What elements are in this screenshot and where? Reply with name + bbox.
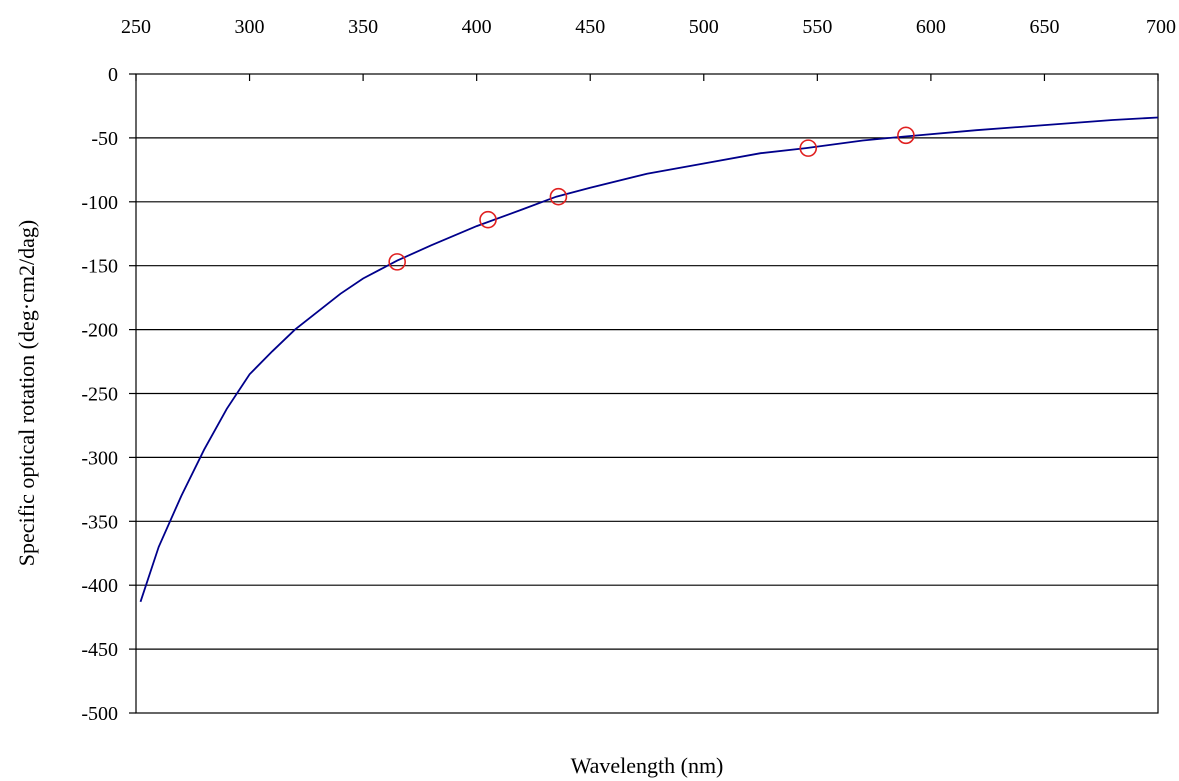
y-tick-label: -500 <box>81 703 118 725</box>
y-tick-label: -450 <box>81 639 118 661</box>
x-tick-label: 550 <box>802 16 832 38</box>
y-tick-label: -100 <box>81 192 118 214</box>
x-tick-label: 650 <box>1029 16 1059 38</box>
measured-point <box>897 126 915 145</box>
x-tick-label: 500 <box>689 16 719 38</box>
x-axis: 250 300 350 400 450 500 550 600 650 700 <box>121 16 1176 81</box>
x-tick-label: 350 <box>348 16 378 38</box>
series-layer <box>139 116 1159 603</box>
measured-point <box>549 187 568 206</box>
y-tick-label: -200 <box>81 320 118 342</box>
y-tick-label: -50 <box>91 128 118 150</box>
y-tick-label: -250 <box>81 384 118 406</box>
measured-point <box>388 253 406 271</box>
y-axis-title: Specific optical rotation (deg·cm2/dag) <box>14 220 39 566</box>
x-tick-label: 400 <box>462 16 492 38</box>
measured-point <box>799 139 818 157</box>
y-tick-label: -350 <box>81 511 118 533</box>
fitted-curve-line <box>139 116 1159 603</box>
x-axis-title: Wavelength (nm) <box>571 753 724 778</box>
grid-lines <box>136 137 1158 650</box>
y-tick-label: -150 <box>81 256 118 278</box>
y-tick-label: 0 <box>108 64 118 86</box>
x-tick-label: 250 <box>121 16 151 38</box>
y-axis: 0 -50 -100 -150 -200 -250 -300 -350 -400 -450 -500 <box>81 64 136 725</box>
y-tick-label: -300 <box>81 447 118 469</box>
x-tick-label: 450 <box>575 16 605 38</box>
x-tick-label: 700 <box>1146 16 1176 38</box>
y-tick-label: -400 <box>81 575 118 597</box>
measured-point <box>479 210 497 229</box>
x-tick-label: 600 <box>916 16 946 38</box>
x-tick-label: 300 <box>235 16 265 38</box>
